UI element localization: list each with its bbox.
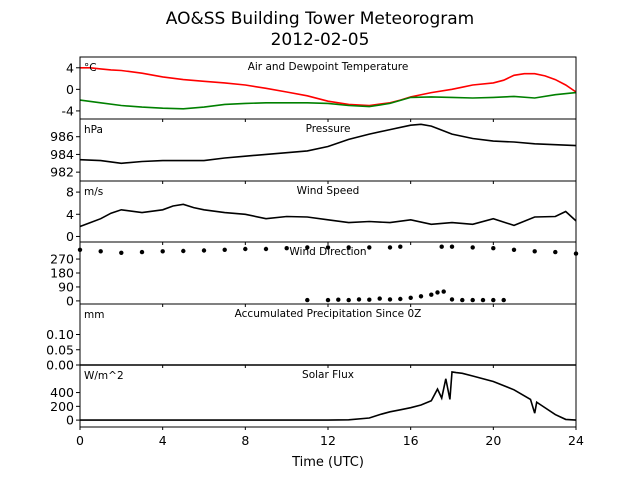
panel-2-ytick-label: 984 (50, 147, 74, 162)
panel-4-ytick-label: 270 (50, 252, 74, 267)
panel-6-series-1 (80, 370, 577, 421)
panel-5-unit: mm (84, 309, 104, 321)
panel-1-unit: °C (84, 62, 97, 74)
figure-title-line1: AO&SS Building Tower Meteorogram (166, 9, 474, 29)
panel-4-point (356, 297, 362, 302)
panel-4-point (429, 292, 434, 297)
panel-2-ytick-label: 982 (50, 165, 74, 180)
panels: Air and Dewpoint Temperature°C40-4Pressu… (46, 56, 579, 430)
panel-4-point (243, 246, 248, 252)
panel-1-series-2 (79, 91, 577, 110)
panel-4-title: Wind Direction (289, 246, 366, 258)
panel-3-ytick-label: 0 (66, 229, 74, 244)
panel-2-title: Pressure (306, 123, 351, 135)
panel-4-ytick-label: 180 (50, 266, 74, 281)
panel-2-series-1 (79, 123, 577, 165)
panel-4-point (367, 297, 372, 302)
panel-4-ytick-label: 90 (58, 279, 74, 294)
panel-4-point (181, 248, 186, 254)
panel-4-point (408, 295, 413, 300)
panel-4-point (336, 297, 341, 302)
panel-4-point (470, 297, 475, 303)
panel-6-unit: W/m^2 (84, 370, 124, 382)
x-tick-label: 0 (76, 433, 84, 448)
x-tick-label: 24 (568, 433, 584, 448)
panel-2-ytick-label: 986 (50, 129, 74, 144)
panel-3-ytick-label: 8 (66, 185, 74, 200)
panel-3: Wind Speed m/s 8 4 0 (66, 180, 577, 245)
panel-4-point (511, 247, 517, 252)
panel-3-series-1 (79, 203, 577, 228)
panel-4-point (439, 244, 444, 249)
figure-title-line2: 2012-02-05 (271, 30, 370, 50)
panel-4-point (367, 245, 372, 250)
panel-2: Pressure hPa 986 984 982 (50, 118, 577, 184)
panel-3-unit: m/s (84, 186, 103, 198)
panel-5: Accumulated Precipitation Since 0Z mm 0.10… (46, 303, 577, 373)
panel-4-point (532, 249, 537, 254)
panel-6-ytick-label: 400 (50, 385, 74, 400)
panel-6-ytick-label: 200 (50, 399, 74, 414)
panel-2-unit: hPa (84, 124, 103, 136)
panel-4-point (325, 297, 331, 303)
panel-4-point (377, 296, 382, 301)
panel-5-ytick-label: 0.00 (46, 358, 74, 373)
panel-4-point (387, 245, 393, 250)
panel-5-title: Accumulated Precipitation Since 0Z (235, 308, 422, 320)
panel-4-point (398, 296, 403, 302)
panel-1-series-1 (80, 67, 577, 107)
panel-4-point (305, 297, 310, 303)
panel-1-ytick-label: 0 (66, 82, 74, 97)
x-tick-label: 20 (485, 433, 501, 448)
panel-5-ytick-label: 0.05 (46, 342, 74, 357)
panel-4-point (553, 249, 558, 255)
x-tick-label: 8 (241, 433, 249, 448)
panel-4-point (263, 246, 269, 252)
panel-4-point (501, 297, 506, 303)
panel-4-point (346, 297, 351, 303)
panel-4-point (119, 250, 124, 255)
panel-4-point (460, 297, 465, 303)
panel-1: Air and Dewpoint Temperature °C 4 0 -4 (62, 56, 577, 122)
panel-4-point (418, 294, 424, 299)
panel-4-point (160, 249, 165, 254)
panel-4-point (470, 245, 475, 250)
panel-4-point (284, 246, 289, 251)
panel-3-title: Wind Speed (297, 185, 360, 197)
panel-4-point (201, 248, 207, 253)
panel-4-point (325, 245, 331, 250)
x-tick-label: 4 (159, 433, 167, 448)
x-axis: 0 4 8 12 16 20 24 (76, 433, 584, 448)
panel-4-point (346, 245, 351, 250)
panel-4-point (222, 247, 227, 252)
panel-6-title: Solar Flux (302, 369, 354, 381)
panel-4-point (98, 249, 103, 254)
panel-4-point (449, 297, 455, 302)
panel-4-point (387, 297, 393, 302)
panel-4-point (139, 249, 145, 255)
panel-4-point (441, 289, 446, 294)
panel-1-ytick-label: 4 (66, 60, 74, 75)
x-tick-label: 12 (320, 433, 336, 448)
x-tick-label: 16 (403, 433, 419, 448)
panel-1-ytick-label: -4 (62, 103, 75, 118)
panel-6-ytick-label: 0 (66, 413, 74, 428)
panel-1-title: Air and Dewpoint Temperature (248, 61, 409, 73)
panel-4-ytick-label: 0 (66, 293, 74, 308)
x-axis-label: Time (UTC) (291, 455, 364, 470)
panel-4-point (305, 245, 310, 250)
panel-4-point (491, 297, 496, 303)
panel-4-point (435, 290, 440, 295)
panel-5-ytick-label: 0.10 (46, 327, 74, 342)
panel-4-point (491, 246, 496, 251)
panel-4-point (398, 244, 403, 249)
panel-3-ytick-label: 4 (66, 207, 74, 222)
panel-4-point (449, 244, 455, 249)
panel-4-point (480, 297, 486, 303)
